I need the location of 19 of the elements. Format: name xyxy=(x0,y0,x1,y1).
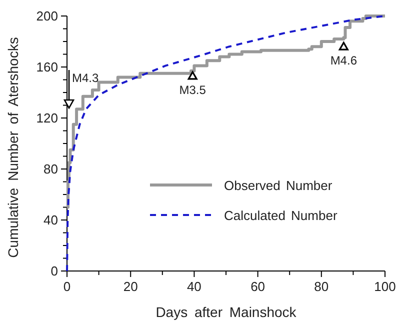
x-tick-label: 0 xyxy=(63,279,71,294)
x-tick-label: 100 xyxy=(374,279,396,294)
x-tick-label: 40 xyxy=(186,279,202,294)
legend-label: Calculated Number xyxy=(224,208,338,223)
x-tick-label: 60 xyxy=(250,279,266,294)
y-tick-label: 80 xyxy=(44,162,58,176)
x-axis-title: Days after Mainshock xyxy=(156,304,298,320)
y-tick-label: 160 xyxy=(36,60,58,74)
x-tick-label: 20 xyxy=(123,279,138,294)
y-axis-title: Cumulative Number of Atershocks xyxy=(5,37,21,258)
legend-label: Observed Number xyxy=(224,178,333,193)
y-tick-label: 40 xyxy=(44,212,58,228)
y-tick-label: 120 xyxy=(36,110,58,126)
y-tick-label: 0 xyxy=(50,264,58,278)
y-tick-label: 200 xyxy=(36,8,58,24)
annotation: M3.5 xyxy=(179,82,206,97)
annotation: M4.6 xyxy=(330,54,358,68)
annotation: M4.3 xyxy=(72,71,100,85)
x-tick-label: 80 xyxy=(314,279,329,294)
